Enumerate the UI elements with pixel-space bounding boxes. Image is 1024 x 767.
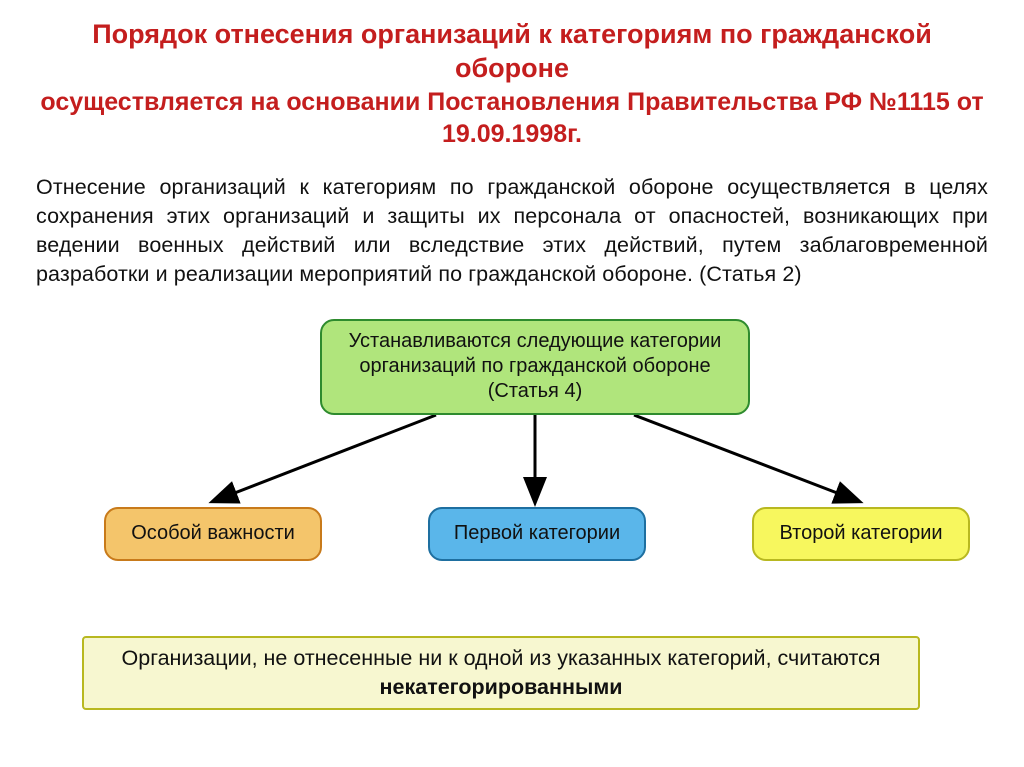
title-block: Порядок отнесения организаций к категори…: [36, 18, 988, 151]
category-node-3: Второй категории: [752, 507, 970, 561]
title-part-a: осуществляется на основании: [40, 88, 427, 116]
category-node-2: Первой категории: [428, 507, 646, 561]
category-node-1: Особой важности: [104, 507, 322, 561]
footnote-before: Организации, не отнесенные ни к одной из…: [122, 646, 881, 670]
title-part-b: Постановления Правительства РФ №1115 от …: [427, 88, 983, 149]
root-node: Устанавливаются следующие категории орга…: [320, 319, 750, 415]
footnote-bold: некатегорированными: [380, 675, 623, 699]
intro-paragraph: Отнесение организаций к категориям по гр…: [36, 173, 988, 289]
title-line-2: осуществляется на основании Постановлени…: [36, 86, 988, 151]
categories-diagram: Устанавливаются следующие категории орга…: [36, 319, 988, 589]
title-line-1: Порядок отнесения организаций к категори…: [36, 18, 988, 86]
footnote-text: Организации, не отнесенные ни к одной из…: [104, 644, 898, 702]
footnote-box: Организации, не отнесенные ни к одной из…: [82, 636, 920, 710]
